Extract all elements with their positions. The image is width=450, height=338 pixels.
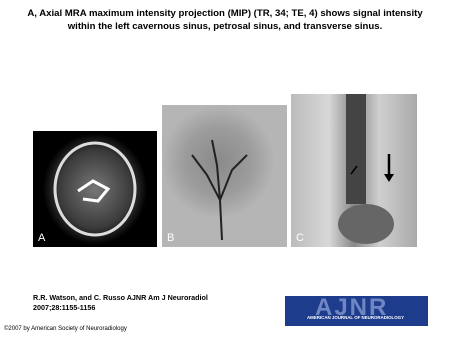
journal-logo: AJNR AMERICAN JOURNAL OF NEURORADIOLOGY	[285, 294, 428, 326]
heart	[338, 204, 394, 244]
logo-name: AJNR	[315, 294, 389, 321]
arrow-head	[384, 174, 394, 182]
image-panel: C	[291, 94, 417, 247]
arrow	[350, 165, 358, 175]
vessels	[191, 139, 248, 241]
sinus	[346, 94, 366, 204]
image-panel: A	[33, 131, 157, 247]
slide-title: A, Axial MRA maximum intensity projectio…	[27, 8, 423, 32]
mra-image	[53, 141, 137, 237]
citation-reference: 2007;28:1155-1156	[33, 303, 96, 312]
panel-label: A	[38, 232, 46, 244]
venogram-image	[338, 94, 394, 244]
panel-label: B	[167, 232, 175, 244]
copyright: ©2007 by American Society of Neuroradiol…	[4, 326, 127, 332]
skull-outline	[53, 141, 137, 237]
image-panel: B	[162, 105, 287, 247]
logo-subtitle: AMERICAN JOURNAL OF NEURORADIOLOGY	[307, 315, 405, 320]
angiogram-image	[191, 139, 248, 241]
vessels	[77, 179, 111, 203]
panel-label: C	[296, 232, 304, 244]
citation-authors: R.R. Watson, and C. Russo AJNR Am J Neur…	[33, 293, 208, 302]
